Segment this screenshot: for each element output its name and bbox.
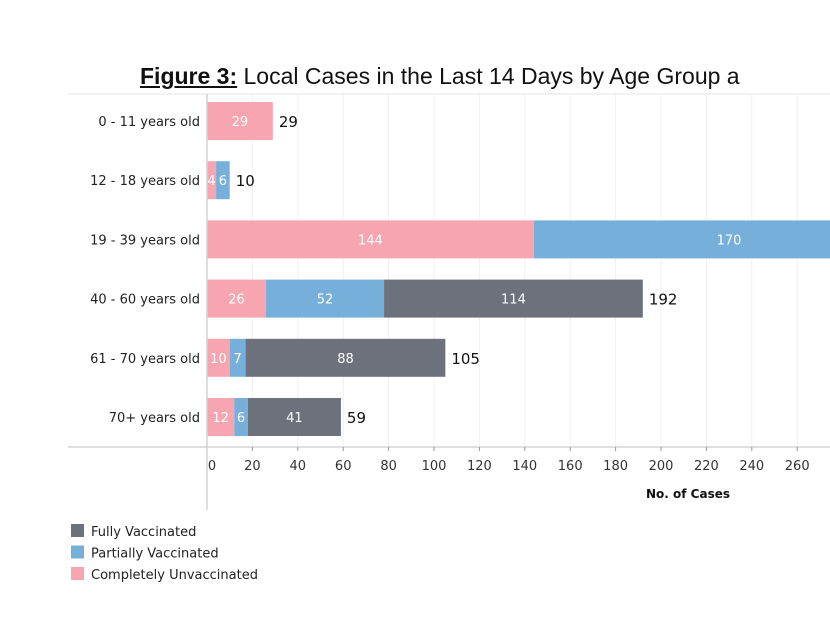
x-tick-label: 60	[335, 459, 352, 474]
bar-segment-fully-vaccinated	[384, 279, 643, 318]
category-label: 12 - 18 years old	[90, 174, 200, 189]
bar-value-label: 114	[501, 293, 526, 308]
x-tick-label: 80	[380, 459, 397, 474]
x-axis-label: No. of Cases	[646, 487, 730, 501]
x-tick-label: 240	[739, 459, 764, 474]
category-label: 40 - 60 years old	[90, 293, 200, 308]
bar-segment-partially-vaccinated	[234, 398, 248, 436]
bar-segment-partially-vaccinated	[216, 161, 230, 200]
bar-segment-partially-vaccinated	[266, 279, 385, 318]
legend-entry: Fully Vaccinated	[91, 525, 196, 540]
x-tick-label: 180	[603, 459, 628, 474]
bar-segment-completely-unvaccinated	[207, 279, 267, 318]
category-label: 61 - 70 years old	[90, 352, 200, 367]
bar-value-label: 4	[207, 174, 215, 189]
total-label: 59	[347, 409, 366, 427]
bar-segment-fully-vaccinated	[247, 398, 341, 436]
bar-segment-completely-unvaccinated	[207, 398, 235, 436]
bar-value-label: 12	[212, 411, 229, 426]
bar-value-label: 10	[210, 352, 227, 367]
bar-segment-partially-vaccinated	[229, 338, 246, 377]
total-label: 105	[451, 350, 480, 368]
bar-segment-completely-unvaccinated	[207, 102, 273, 140]
chart-title: Figure 3: Local Cases in the Last 14 Day…	[140, 63, 740, 90]
bar-segment-partially-vaccinated	[533, 220, 830, 259]
bar-value-label: 52	[317, 293, 334, 308]
category-label: 19 - 39 years old	[90, 233, 200, 248]
legend-swatch	[71, 524, 84, 537]
x-tick-label: 160	[558, 459, 583, 474]
x-tick-label: 0	[208, 459, 216, 474]
bar-value-label: 41	[286, 411, 303, 426]
total-label: 10	[236, 172, 255, 190]
x-tick-label: 260	[785, 459, 810, 474]
bar-segment-completely-unvaccinated	[207, 161, 217, 200]
bar-segment-fully-vaccinated	[245, 338, 446, 377]
title-text: Local Cases in the Last 14 Days by Age G…	[243, 63, 740, 89]
axes: 0 20 40 60 80 100 120 140 160 180 200 220 240 260	[68, 94, 830, 510]
x-tick-label: 220	[694, 459, 719, 474]
legend-swatch	[71, 545, 84, 559]
bar-value-label: 26	[228, 293, 245, 308]
category-label: 0 - 11 years old	[98, 115, 200, 130]
x-tick-label: 40	[290, 459, 307, 474]
bar-value-label: 144	[358, 233, 383, 248]
x-tick-label: 120	[467, 459, 492, 474]
bar-value-label: 29	[232, 115, 249, 130]
bar-value-label: 6	[219, 174, 227, 189]
legend-swatch	[71, 567, 84, 580]
bar-segment-completely-unvaccinated	[207, 338, 230, 377]
bar-value-label: 6	[237, 411, 245, 426]
total-label: 29	[279, 113, 298, 131]
x-tick-label: 200	[649, 459, 674, 474]
legend-entry: Completely Unvaccinated	[91, 568, 258, 583]
bar-value-label: 7	[234, 352, 242, 367]
total-label: 192	[649, 291, 678, 309]
x-tick-label: 20	[244, 459, 261, 474]
category-label: 70+ years old	[109, 411, 200, 426]
bar-value-label: 88	[337, 352, 354, 367]
bar-value-label: 170	[717, 233, 742, 248]
bar-segment-completely-unvaccinated	[207, 220, 534, 259]
gridlines	[68, 93, 830, 447]
legend: Fully Vaccinated Partially Vaccinated Comp…	[71, 524, 258, 583]
legend-entry: Partially Vaccinated	[91, 547, 219, 562]
x-tick-label: 140	[512, 459, 537, 474]
x-tick-label: 100	[422, 459, 447, 474]
figure-number: Figure 3:	[140, 63, 238, 89]
